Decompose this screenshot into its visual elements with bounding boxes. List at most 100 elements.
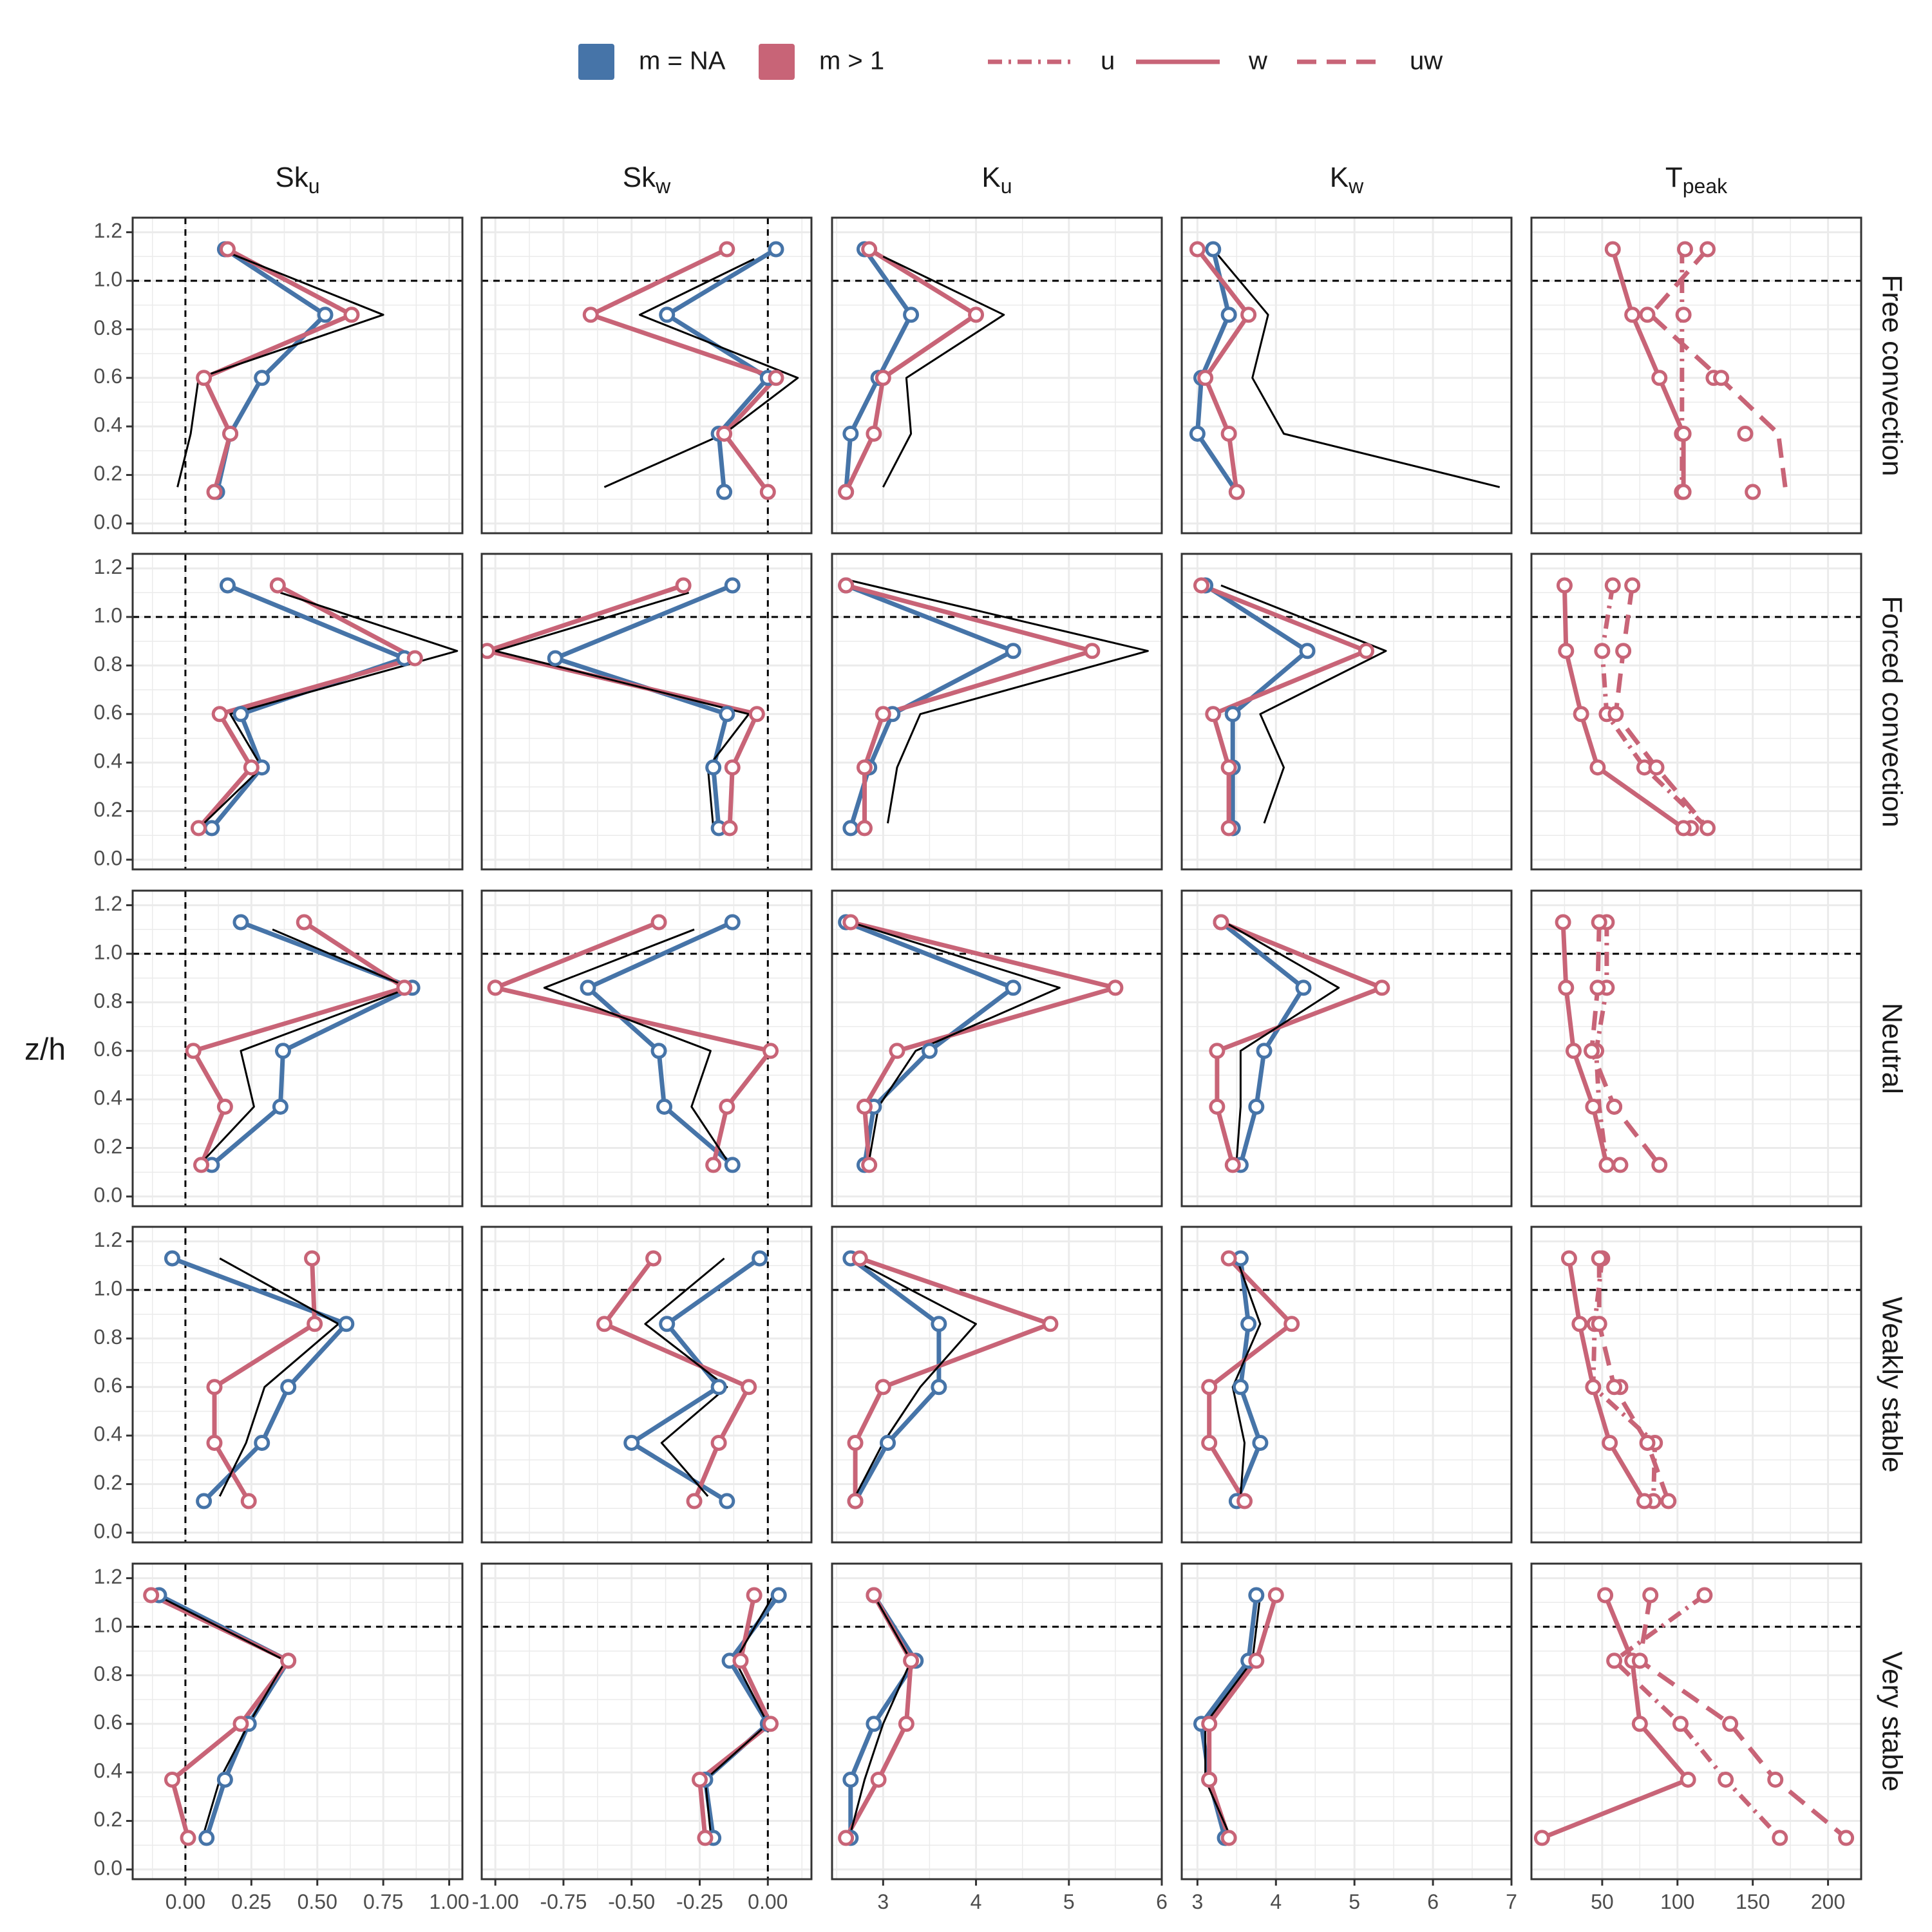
reference-line [644, 1257, 728, 1497]
series-m-gt1-point [866, 425, 882, 442]
row-label: Very stable [1876, 1651, 1908, 1792]
tpeak-u-point [1676, 241, 1693, 258]
series-m-gt1-point [875, 706, 891, 723]
tpeak-uw-point [1700, 241, 1716, 258]
y-tick-label: 0.0 [94, 846, 122, 869]
tpeak-w-point [1675, 820, 1692, 837]
panel-data [1555, 914, 1668, 1173]
x-tick-label: 4 [1270, 1890, 1282, 1913]
panel-border [131, 1226, 464, 1544]
tpeak-w-point [1556, 577, 1573, 594]
panel-data [838, 914, 1124, 1173]
y-tick-label: 0.8 [94, 1662, 122, 1685]
tpeak-uw-point [1648, 759, 1665, 776]
series-m-gt1-point [143, 1587, 160, 1604]
y-tick-label: 0.2 [94, 1471, 122, 1494]
series-m-gt1-point [180, 1830, 196, 1846]
y-tick-label: 0.8 [94, 1325, 122, 1349]
series-m-gt1-point [185, 1043, 202, 1059]
series-m-na-point [659, 307, 676, 323]
column-label: Ku [981, 162, 1012, 198]
tpeak-u-point [1606, 1653, 1623, 1669]
y-axis-ticks: 0.0 0.2 0.4 0.6 0.8 1.0 1.2 0.0 0.2 0.4 0.6 0.8 1.0 1… [94, 219, 133, 1879]
series-m-na-point [921, 1043, 938, 1059]
x-tick-label: -0.25 [676, 1890, 723, 1913]
y-tick-label: 0.8 [94, 316, 122, 339]
series-m-na-point [198, 1830, 215, 1846]
series-m-gt1-point [741, 1379, 757, 1396]
series-m-na-point [931, 1316, 947, 1332]
panel [480, 1226, 813, 1544]
panel-border [131, 889, 464, 1208]
panel-data [1193, 577, 1387, 837]
tpeak-w-point [1675, 425, 1692, 442]
tpeak-uw-point [1584, 1043, 1600, 1059]
panel-data [838, 1587, 924, 1846]
column-label: Sku [275, 162, 319, 198]
tpeak-w-point [1565, 1043, 1582, 1059]
series-m-gt1-point [190, 820, 207, 837]
x-tick-label: -0.75 [540, 1890, 587, 1913]
panel-data [842, 1250, 1059, 1510]
series-m-gt1-point [1240, 307, 1257, 323]
panel-border [1180, 1226, 1513, 1544]
series-m-gt1-point [1267, 1587, 1284, 1604]
series-m-gt1-point [596, 1316, 612, 1332]
tpeak-w-point [1636, 1493, 1653, 1510]
panel-border [1530, 216, 1862, 535]
series-m-gt1-point [1220, 1830, 1237, 1846]
series-m-na-point [204, 820, 220, 837]
series-m-gt1-point [1374, 980, 1390, 996]
panel-border [1180, 889, 1513, 1208]
x-tick-label: 50 [1591, 1890, 1614, 1913]
series-m-gt1-point [1220, 1250, 1237, 1267]
panel-data [596, 1250, 768, 1510]
series-m-gt1-point [1205, 706, 1222, 723]
panel-data [838, 241, 1005, 500]
series-m-gt1-point [856, 1098, 873, 1115]
series-m-na-point [1220, 307, 1237, 323]
series-m-gt1-point [650, 914, 667, 931]
panel-background [482, 1227, 811, 1542]
reference-line [882, 255, 1005, 488]
tpeak-uw-point [1591, 1250, 1607, 1267]
x-tick-label: 5 [1063, 1890, 1075, 1913]
series-m-gt1-point [269, 577, 286, 594]
y-tick-label: 0.8 [94, 652, 122, 676]
series-m-gt1-point [1236, 1493, 1253, 1510]
x-tick-label: -1.00 [472, 1890, 519, 1913]
series-m-na-point [903, 307, 920, 323]
panel-data [1201, 1250, 1300, 1510]
panel-border [1180, 216, 1513, 535]
series-m-na-point [656, 1098, 673, 1115]
panel [831, 216, 1163, 535]
x-tick-label: 0.75 [363, 1890, 403, 1913]
series-m-na-point [1248, 1098, 1265, 1115]
series-m-gt1-point [856, 759, 873, 776]
series-m-gt1-point [1220, 425, 1237, 442]
reference-line [849, 1595, 913, 1833]
series-m-gt1-point [847, 1434, 864, 1451]
series-m-na-point [254, 1434, 270, 1451]
panel-data [582, 241, 799, 500]
series-m-gt1-point [582, 307, 599, 323]
tpeak-w-point [1560, 1250, 1577, 1267]
series-m-gt1-point [705, 1157, 722, 1173]
panel [831, 553, 1163, 871]
reference-line [203, 591, 459, 824]
y-tick-label: 0.4 [94, 1086, 122, 1110]
tpeak-w-point [1597, 1587, 1614, 1604]
panel-background [133, 1564, 462, 1879]
panel [831, 889, 1163, 1208]
series-m-gt1-point [1197, 370, 1214, 386]
x-tick-label: 3 [877, 1890, 889, 1913]
y-tick-label: 0.0 [94, 1183, 122, 1206]
tpeak-u-point [1594, 643, 1611, 659]
series-m-gt1-point [875, 370, 891, 386]
series-m-na-point [705, 759, 722, 776]
panel-background [1182, 1227, 1511, 1542]
tpeak-u-point [1696, 1587, 1713, 1604]
series-m-gt1-point [759, 484, 776, 500]
series-m-na-point [317, 307, 334, 323]
tpeak-w-point [1602, 1434, 1618, 1451]
